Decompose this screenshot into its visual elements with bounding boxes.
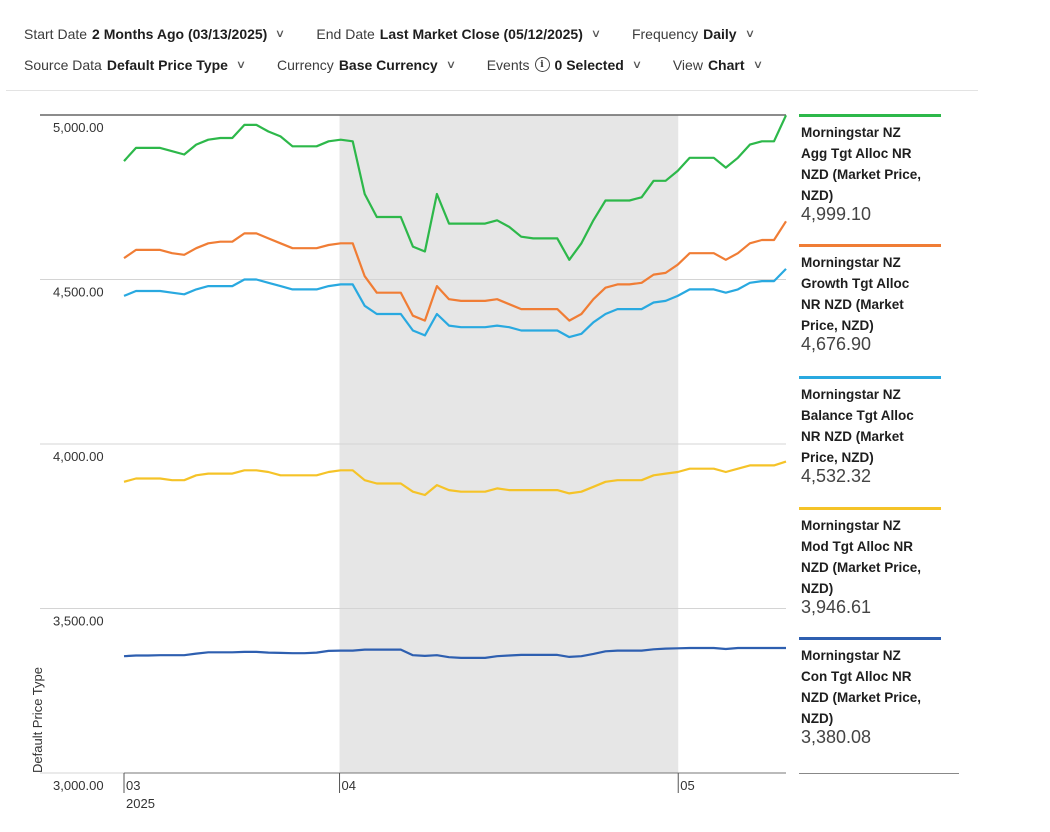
legend-series-value: 3,380.08 — [801, 727, 872, 747]
legend-series-value: 4,999.10 — [801, 204, 872, 224]
currency-value: Base Currency — [338, 56, 438, 73]
legend-series-name: Morningstar NZ Agg Tgt Alloc NR NZD (Mar… — [801, 125, 922, 203]
y-tick-label: 5,000.00 — [53, 120, 104, 135]
legend-color-bar — [799, 507, 941, 510]
legend-color-bar — [799, 637, 941, 640]
legend-series-name: Morningstar NZ Growth Tgt Alloc NR NZD (… — [801, 255, 910, 333]
y-tick-label: 3,500.00 — [53, 614, 104, 629]
x-tick-label: 03 — [126, 778, 140, 793]
source-data-dropdown[interactable]: Source Data Default Price Type ∨ — [24, 56, 247, 73]
legend-color-bar — [799, 376, 941, 379]
series-line-4 — [123, 460, 787, 497]
controls-row-1: Start Date 2 Months Ago (03/13/2025) ∨ E… — [24, 18, 980, 49]
chevron-down-icon: ∨ — [590, 28, 602, 40]
series-line-5 — [123, 646, 786, 660]
currency-label: Currency — [277, 56, 334, 73]
events-value: 0 Selected — [554, 56, 624, 73]
x-tick-label: 04 — [342, 778, 356, 793]
chart-controls: Start Date 2 Months Ago (03/13/2025) ∨ E… — [24, 18, 980, 80]
y-tick-label: 3,000.00 — [53, 778, 104, 793]
y-tick-label: 4,500.00 — [53, 285, 104, 300]
y-axis-title: Default Price Type — [30, 667, 45, 773]
info-icon[interactable]: i — [534, 57, 550, 72]
legend-series-name: Morningstar NZ Con Tgt Alloc NR NZD (Mar… — [801, 648, 922, 726]
legend-end-rule — [799, 773, 959, 774]
source-data-label: Source Data — [24, 56, 102, 73]
x-tick-year-label: 2025 — [126, 796, 155, 811]
chevron-down-icon: ∨ — [275, 28, 286, 40]
chevron-down-icon: ∨ — [445, 59, 456, 71]
series-line-2 — [123, 220, 787, 322]
controls-row-2: Source Data Default Price Type ∨ Currenc… — [24, 49, 980, 80]
events-dropdown[interactable]: Events i 0 Selected ∨ — [486, 56, 643, 73]
events-label: Events — [486, 56, 530, 73]
end-date-dropdown[interactable]: End Date Last Market Close (05/12/2025) … — [316, 25, 602, 42]
start-date-label: Start Date — [24, 25, 88, 42]
legend-series-value: 4,532.32 — [801, 466, 872, 486]
chevron-down-icon: ∨ — [235, 59, 247, 71]
frequency-label: Frequency — [631, 25, 699, 42]
view-value: Chart — [707, 56, 745, 73]
view-dropdown[interactable]: View Chart ∨ — [672, 56, 763, 73]
series-line-1 — [123, 114, 787, 261]
currency-dropdown[interactable]: Currency Base Currency ∨ — [277, 56, 456, 73]
frequency-dropdown[interactable]: Frequency Daily ∨ — [631, 25, 755, 42]
header-divider — [6, 90, 978, 91]
line-chart: 5,000.00 4,500.00 4,000.00 3,500.00 3,000.00… — [30, 114, 787, 811]
chevron-down-icon: ∨ — [631, 59, 643, 71]
frequency-value: Daily — [703, 25, 737, 42]
legend-series-value: 4,676.90 — [801, 334, 872, 354]
view-label: View — [672, 56, 703, 73]
series-line-3 — [123, 268, 787, 339]
legend-series-name: Morningstar NZ Mod Tgt Alloc NR NZD (Mar… — [801, 518, 922, 596]
legend-color-bar — [799, 244, 941, 247]
start-date-dropdown[interactable]: Start Date 2 Months Ago (03/13/2025) ∨ — [24, 25, 286, 42]
chevron-down-icon: ∨ — [744, 28, 755, 40]
y-tick-label: 4,000.00 — [53, 449, 104, 464]
legend-color-bar — [799, 114, 941, 117]
end-date-label: End Date — [316, 25, 375, 42]
legend-series-name: Morningstar NZ Balance Tgt Alloc NR NZD … — [801, 387, 914, 465]
source-data-value: Default Price Type — [106, 56, 228, 73]
legend-series-value: 3,946.61 — [801, 597, 872, 617]
start-date-value: 2 Months Ago (03/13/2025) — [92, 25, 268, 42]
x-tick-label: 05 — [680, 778, 694, 793]
end-date-value: Last Market Close (05/12/2025) — [379, 25, 583, 42]
chevron-down-icon: ∨ — [752, 59, 763, 71]
